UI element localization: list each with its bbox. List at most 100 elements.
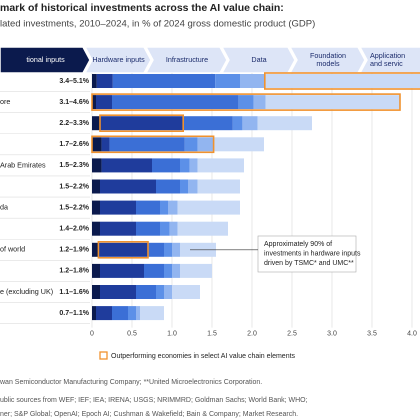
stage-label: and servic [370, 59, 403, 68]
stage-label: Hardware inputs [92, 55, 145, 64]
bar-segment [265, 95, 400, 110]
stage-label: Data [251, 55, 266, 64]
bar-segment [264, 74, 420, 88]
bar-segment [152, 158, 180, 173]
bar-segment [188, 179, 198, 194]
category-label: of world [0, 245, 25, 254]
bar-segment [101, 158, 152, 173]
x-tick-label: 0 [90, 330, 94, 337]
range-label: 1.1–1.6% [59, 289, 89, 296]
bar-segment [232, 116, 243, 131]
highlight-box [97, 241, 149, 259]
stage-chevron [358, 46, 420, 74]
highlight-box [91, 135, 215, 154]
stage-label: Infrastructure [166, 55, 208, 64]
bar-segment [136, 285, 156, 299]
bar-segment [92, 242, 99, 257]
stage-label: Application [370, 51, 405, 60]
bar-segment [253, 95, 266, 110]
bar-segment [136, 306, 140, 321]
bar-segment [136, 200, 160, 215]
bar-segment [160, 221, 170, 236]
bar-segment [189, 158, 198, 173]
bar-segment [128, 306, 136, 321]
bar-segment [172, 263, 180, 278]
range-label: 1.7–2.6% [59, 141, 89, 148]
bar-segment [92, 306, 96, 321]
x-tick-label: 1.5 [207, 330, 217, 337]
bar-segment [112, 74, 216, 88]
range-label: 1.5–2.3% [59, 162, 89, 169]
category-label: e (excluding UK) [0, 287, 53, 296]
bar-segment [169, 221, 178, 236]
chart-subtitle: lated investments, 2010–2024, in % of 20… [0, 19, 315, 30]
annotation-text: driven by TSMC* and UMC** [264, 260, 354, 267]
x-tick-label: 3.5 [367, 330, 377, 337]
x-tick-label: 2.5 [287, 330, 297, 337]
footnote: ublic sources from WEF; IEF; IEA; IRENA;… [0, 397, 308, 404]
range-label: 1.5–2.2% [59, 183, 89, 190]
stage-chevron [0, 46, 91, 74]
stage-chevron [83, 46, 152, 74]
range-label: 1.2–1.8% [59, 268, 89, 275]
bar-segment [92, 200, 100, 215]
range-label: 1.5–2.2% [59, 204, 89, 211]
bar-segment [180, 263, 212, 278]
bar-segment [160, 200, 168, 215]
annotation-text: investments in hardware inputs [264, 250, 361, 257]
bar-segment [96, 95, 112, 110]
x-tick-label: 1.0 [167, 330, 177, 337]
annotation-text: Approximately 90% of [264, 241, 332, 248]
range-label: 0.7–1.1% [59, 310, 89, 317]
bar-segment [180, 179, 188, 194]
chart-title: mark of historical investments across th… [0, 2, 284, 14]
highlight-box [263, 72, 420, 90]
bar-segment [168, 200, 178, 215]
bar-segment [92, 221, 100, 236]
bar-segment [100, 200, 136, 215]
stage-label: Foundation [310, 51, 346, 60]
bar-segment [148, 242, 164, 257]
bar-segment [156, 285, 164, 299]
category-label: ore [0, 97, 10, 106]
footnote: ner; S&P Global; OpenAI; Epoch AI; Cushm… [0, 411, 298, 418]
annotation-box [257, 235, 357, 273]
range-label: 1.4–2.0% [59, 226, 89, 233]
bar-segment [92, 179, 100, 194]
bar-segment [96, 74, 113, 88]
bar-segment [184, 137, 198, 152]
bar-segment [257, 116, 312, 131]
bar-segment [156, 179, 180, 194]
bar-segment [240, 74, 265, 88]
bar-segment [101, 137, 110, 152]
bar-segment [140, 306, 164, 321]
bar-segment [109, 137, 185, 152]
bar-segment [183, 116, 233, 131]
stage-label: models [316, 59, 340, 68]
bar-segment [92, 158, 102, 173]
bar-segment [92, 263, 100, 278]
bar-segment [92, 74, 97, 88]
bar-segment [100, 221, 136, 236]
bar-segment [136, 221, 160, 236]
range-label: 3.4–5.1% [59, 78, 89, 85]
bar-segment [172, 285, 200, 299]
x-tick-label: 0.5 [127, 330, 137, 337]
bar-segment [144, 263, 164, 278]
x-tick-label: 4.0 [407, 330, 417, 337]
bar-segment [197, 179, 240, 194]
bar-segment [92, 285, 100, 299]
bar-segment [96, 306, 112, 321]
bar-segment [180, 158, 190, 173]
range-label: 1.2–1.9% [59, 247, 89, 254]
x-tick-label: 3.0 [327, 330, 337, 337]
stage-chevron [144, 46, 228, 74]
bar-segment [164, 242, 172, 257]
range-label: 2.2–3.3% [59, 120, 89, 127]
highlight-box [91, 93, 401, 111]
category-label: da [0, 203, 8, 212]
bar-segment [177, 200, 240, 215]
bar-segment [164, 263, 172, 278]
bar-segment [213, 137, 264, 152]
bar-segment [100, 285, 136, 299]
